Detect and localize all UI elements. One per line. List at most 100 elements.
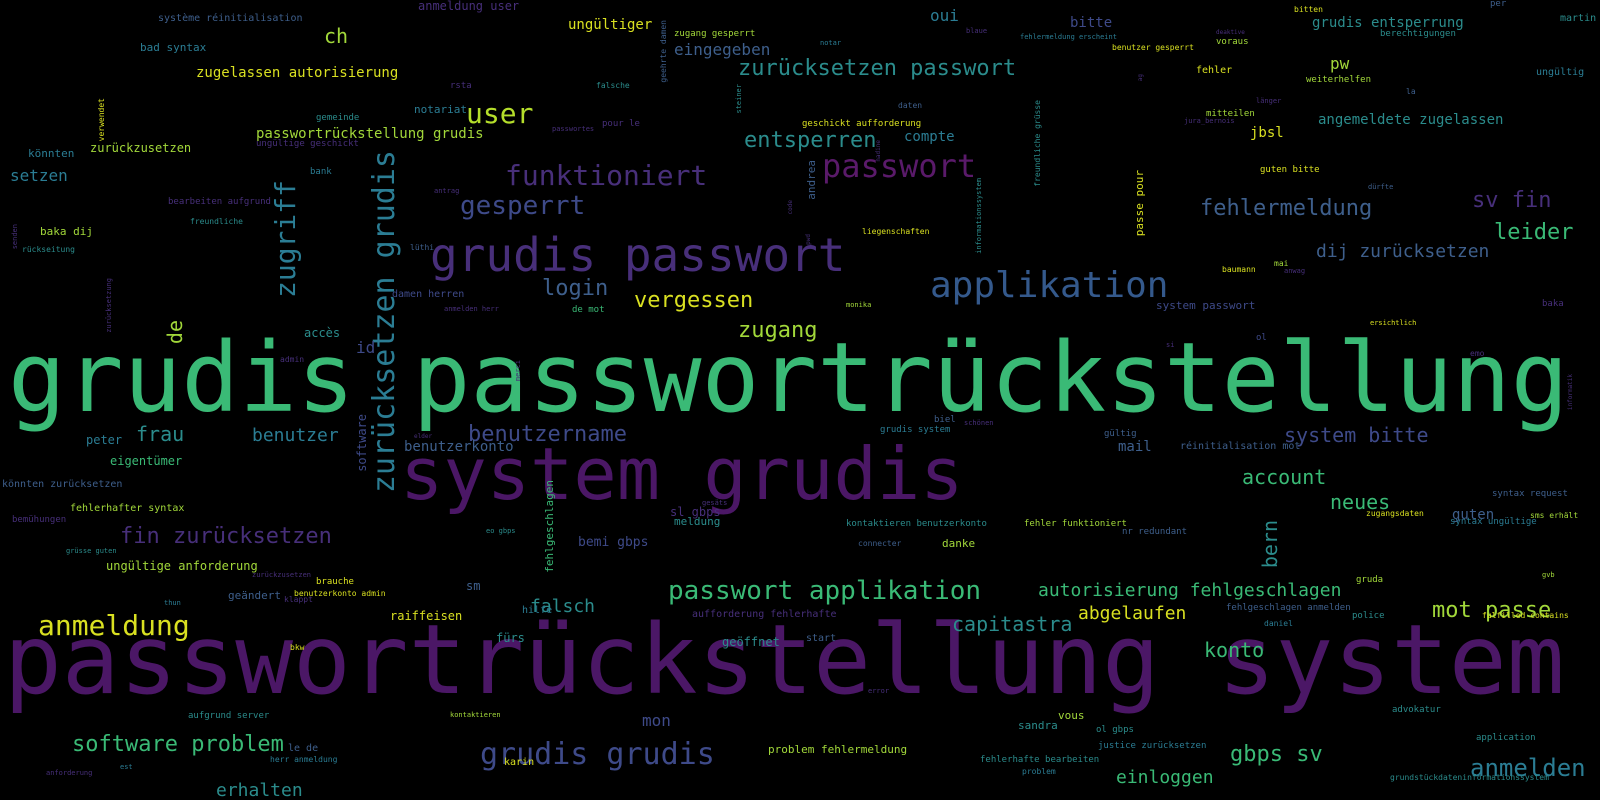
word-cloud-term: entsperren — [744, 128, 877, 153]
word-cloud-term: grundstückdateninformationssystem — [1390, 773, 1549, 782]
word-cloud-term: meldung — [674, 515, 721, 528]
word-cloud-term: falsche — [596, 81, 630, 90]
word-cloud-term: system bitte — [1284, 423, 1429, 447]
word-cloud-term: fehlerhafter syntax — [70, 503, 185, 514]
word-cloud-term: si — [1166, 341, 1175, 349]
word-cloud-term: fulfilled contains — [1482, 611, 1569, 620]
word-cloud-term: per — [1490, 0, 1507, 9]
word-cloud-term: anmelden herr — [444, 305, 499, 313]
word-cloud-term: zurücksetzen grudis — [367, 150, 402, 494]
word-cloud-term: code — [787, 200, 794, 215]
word-cloud-term: deaktive — [1216, 29, 1245, 36]
word-cloud-term: benutzername — [468, 422, 627, 447]
word-cloud-term: aufforderung fehlerhafte — [692, 609, 837, 620]
word-cloud-term: compte — [904, 129, 955, 145]
word-cloud-term: fürs — [496, 631, 525, 645]
word-cloud-term: daten — [898, 101, 923, 110]
word-cloud-term: système réinitialisation — [158, 13, 303, 24]
word-cloud-term: user — [466, 97, 534, 130]
word-cloud-term: ch — [324, 24, 349, 48]
word-cloud-term: accès — [304, 326, 341, 340]
word-cloud-term: passwort applikation — [668, 576, 982, 606]
word-cloud-term: sms erhält — [1530, 511, 1579, 520]
word-cloud-term: benutzer gesperrt — [1112, 43, 1194, 52]
word-cloud-term: benutzer — [252, 425, 339, 446]
word-cloud-term: danke — [942, 537, 976, 550]
word-cloud-term: ungültiger — [568, 17, 653, 33]
word-cloud-term: falsch — [530, 596, 596, 617]
word-cloud-term: vergessen — [634, 288, 754, 313]
word-cloud-term: zurückzusetzen — [90, 141, 192, 155]
word-cloud-term: system passwort — [1156, 299, 1256, 312]
word-cloud-term: le de — [288, 743, 319, 754]
word-cloud-term: gvb — [1542, 571, 1555, 579]
word-cloud-term: fehlermeldung erscheint — [1020, 33, 1117, 41]
word-cloud-term: nadine — [875, 140, 882, 162]
word-cloud-term: syntax ungültige — [1450, 517, 1537, 527]
word-cloud-term: vous — [1058, 709, 1085, 722]
word-cloud-term: kontaktieren benutzerkonto — [846, 519, 987, 529]
word-cloud-term: blaue — [966, 27, 988, 35]
word-cloud-term: pour le — [602, 119, 640, 129]
word-cloud-term: application — [1476, 733, 1536, 743]
word-cloud-term: schönen — [964, 419, 994, 427]
word-cloud-term: gemeinde — [316, 113, 360, 123]
word-cloud-term: mon — [642, 711, 671, 730]
word-cloud-term: passwortes — [552, 125, 595, 133]
word-cloud-term: autorisierung fehlgeschlagen — [1038, 580, 1342, 601]
word-cloud-term: fehlermeldung — [1200, 196, 1373, 221]
word-cloud-term: passwort — [822, 147, 977, 185]
word-cloud-term: gruda — [1356, 575, 1384, 585]
word-cloud-term: grudis passwortrückstellung — [8, 322, 1569, 434]
word-cloud-term: account — [1242, 465, 1327, 489]
word-cloud-term: police — [1352, 611, 1385, 621]
word-cloud-term: zurücksetzen passwort — [738, 56, 1017, 81]
word-cloud-term: de — [163, 320, 187, 345]
word-cloud-term: liegenschaften — [862, 227, 930, 236]
word-cloud-term: id — [356, 338, 376, 357]
word-cloud-term: frau — [136, 422, 185, 446]
word-cloud-term: ungültige geschickt — [256, 139, 359, 149]
word-cloud-term: mot passe — [1432, 598, 1552, 623]
word-cloud-term: brauche — [316, 577, 354, 587]
word-cloud-term: sm — [466, 579, 481, 593]
word-cloud-term: bkw — [290, 643, 305, 652]
word-cloud-term: andrea — [805, 160, 818, 200]
word-cloud-term: grudis passwort — [430, 228, 846, 282]
word-cloud-term: justice zurücksetzen — [1098, 741, 1207, 751]
word-cloud-term: problem — [1022, 767, 1056, 776]
word-cloud-term: bank — [310, 167, 332, 177]
word-cloud-term: admin — [280, 355, 305, 364]
word-cloud-term: anwag — [1284, 267, 1306, 275]
word-cloud-term: aufgrund server — [188, 711, 270, 721]
word-cloud-term: benutzerkonto — [404, 439, 514, 455]
word-cloud-term: gesäts — [702, 499, 728, 507]
word-cloud-term: informatik — [1567, 374, 1574, 411]
word-cloud-term: sv fin — [1472, 188, 1552, 213]
word-cloud-term: start — [806, 633, 837, 644]
word-cloud-term: baka — [1542, 299, 1564, 309]
word-cloud-term: system grudis — [400, 432, 964, 516]
word-cloud-term: benutzerkonto admin — [294, 589, 386, 598]
word-cloud-term: est — [120, 763, 133, 771]
word-cloud-term: antrag — [434, 187, 460, 195]
word-cloud-term: dij zurücksetzen — [1316, 241, 1490, 262]
word-cloud-term: emo — [1470, 349, 1485, 358]
word-cloud-term: freundliche grüsse — [1033, 100, 1042, 187]
word-cloud-term: bearbeiten aufgrund — [168, 197, 271, 207]
word-cloud-term: ersichtlich — [1370, 319, 1417, 327]
word-cloud-term: bitten — [1294, 5, 1323, 14]
word-cloud-term: geschickt aufforderung — [802, 119, 922, 129]
word-cloud-term: jura_bernois — [1184, 117, 1235, 125]
word-cloud-term: eigentümer — [110, 454, 183, 468]
word-cloud-term: länger — [1256, 97, 1282, 105]
word-cloud-term: baumann — [1222, 265, 1256, 274]
word-cloud-term: informationssystem — [975, 178, 983, 254]
word-cloud-term: oui — [930, 6, 959, 25]
word-cloud-term: grudis entsperrung — [1312, 15, 1464, 31]
word-cloud-term: neues — [1330, 490, 1391, 514]
word-cloud-term: merci — [514, 360, 522, 382]
word-cloud-term: anmeldung — [38, 609, 190, 642]
word-cloud-term: baka dij — [40, 225, 93, 238]
